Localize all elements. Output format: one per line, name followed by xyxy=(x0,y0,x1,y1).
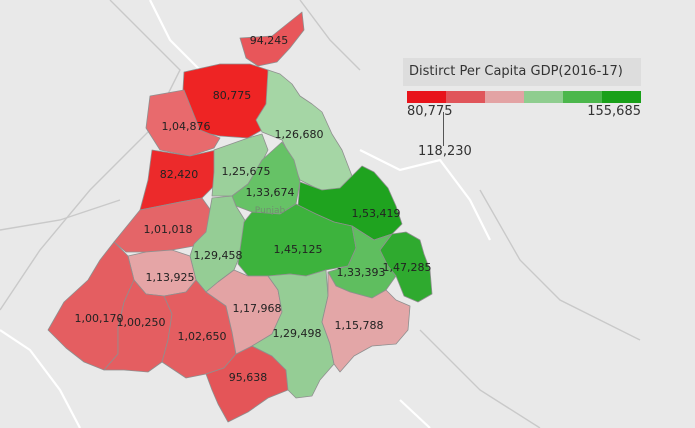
road-line xyxy=(0,0,181,311)
gdp-label-fazilka: 1,00,170 xyxy=(75,312,124,325)
legend-max-label: 155,685 xyxy=(587,104,641,119)
gdp-label-pathankot: 94,245 xyxy=(250,34,289,47)
legend-swatch xyxy=(446,91,485,103)
gdp-label-sangrur: 1,29,498 xyxy=(273,327,322,340)
border-line xyxy=(0,329,81,428)
border-line xyxy=(399,399,431,428)
gdp-label-hoshiarpur: 1,26,680 xyxy=(275,128,324,141)
gdp-label-jalandhar: 1,33,674 xyxy=(246,186,295,199)
color-legend: Distirct Per Capita GDP(2016-17) 80,775 … xyxy=(403,58,641,159)
gdp-label-moga: 1,29,458 xyxy=(194,249,243,262)
road-line xyxy=(0,199,121,231)
gdp-label-mohali: 1,47,285 xyxy=(383,261,432,274)
legend-swatch xyxy=(563,91,602,103)
legend-swatch xyxy=(485,91,524,103)
district-pathankot[interactable] xyxy=(239,11,305,67)
state-label: Punjab xyxy=(255,206,286,216)
district-labels: 94,245 80,775 1,04,876 82,420 1,26,680 1… xyxy=(75,34,432,384)
gdp-label-mansa: 95,638 xyxy=(229,371,268,384)
legend-min-label: 80,775 xyxy=(407,104,453,119)
district-patiala[interactable] xyxy=(321,271,411,373)
legend-mid-marker xyxy=(443,112,444,146)
legend-title: Distirct Per Capita GDP(2016-17) xyxy=(403,58,641,86)
district-sangrur[interactable] xyxy=(251,269,335,399)
legend-swatch xyxy=(407,91,446,103)
border-line xyxy=(149,0,211,81)
legend-color-bar xyxy=(407,91,641,103)
gdp-label-firozpur: 1,01,018 xyxy=(144,223,193,236)
district-amritsar[interactable] xyxy=(145,89,221,157)
road-line xyxy=(419,329,541,428)
gdp-label-bathinda: 1,02,650 xyxy=(178,330,227,343)
gdp-label-amritsar: 1,04,876 xyxy=(162,120,211,133)
gdp-label-kapurthala: 1,25,675 xyxy=(222,165,271,178)
gdp-label-faridkot: 1,13,925 xyxy=(146,271,195,284)
legend-mid-label: 118,230 xyxy=(418,144,472,159)
legend-swatch xyxy=(602,91,641,103)
border-line xyxy=(359,149,491,241)
gdp-label-rupnagar: 1,53,419 xyxy=(352,207,401,220)
gdp-label-tarn-taran: 82,420 xyxy=(160,168,199,181)
legend-swatch xyxy=(524,91,563,103)
districts-layer xyxy=(47,11,433,423)
gdp-label-patiala: 1,15,788 xyxy=(335,319,384,332)
gdp-label-gurdaspur: 80,775 xyxy=(213,89,252,102)
gdp-label-ludhiana: 1,45,125 xyxy=(274,243,323,256)
gdp-label-muktsar: 1,00,250 xyxy=(117,316,166,329)
road-line xyxy=(299,0,361,71)
road-line xyxy=(479,189,641,341)
gdp-label-fatehgarh: 1,33,393 xyxy=(337,266,386,279)
gdp-label-barnala: 1,17,968 xyxy=(233,302,282,315)
